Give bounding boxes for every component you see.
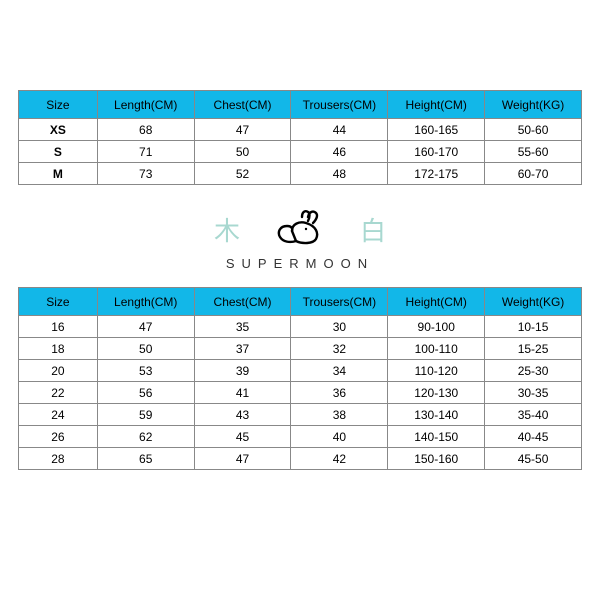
table-row: S715046160-17055-60: [19, 141, 582, 163]
table-cell: 60-70: [485, 163, 582, 185]
table-cell: 47: [97, 316, 194, 338]
table-row: 1647353090-10010-15: [19, 316, 582, 338]
table-cell: 22: [19, 382, 98, 404]
col-header-height: Height(CM): [388, 288, 485, 316]
table-header-row: Size Length(CM) Chest(CM) Trousers(CM) H…: [19, 288, 582, 316]
table-cell: 41: [194, 382, 291, 404]
table-cell: M: [19, 163, 98, 185]
brand-section: 木 白 SUPERMOON: [18, 185, 582, 287]
col-header-length: Length(CM): [97, 91, 194, 119]
rabbit-icon: [272, 209, 328, 250]
table-cell: S: [19, 141, 98, 163]
table-cell: 38: [291, 404, 388, 426]
table-cell: 68: [97, 119, 194, 141]
table-row: XS684744160-16550-60: [19, 119, 582, 141]
table-row: 22564136120-13030-35: [19, 382, 582, 404]
top-spacer: [18, 20, 582, 90]
table-cell: 46: [291, 141, 388, 163]
table-cell: 73: [97, 163, 194, 185]
table-cell: 52: [194, 163, 291, 185]
table-cell: 24: [19, 404, 98, 426]
col-header-chest: Chest(CM): [194, 91, 291, 119]
table-cell: 150-160: [388, 448, 485, 470]
table-cell: 50-60: [485, 119, 582, 141]
table-cell: 44: [291, 119, 388, 141]
table-cell: 140-150: [388, 426, 485, 448]
table-cell: 65: [97, 448, 194, 470]
table-cell: 43: [194, 404, 291, 426]
col-header-weight: Weight(KG): [485, 288, 582, 316]
table-cell: 48: [291, 163, 388, 185]
table-cell: 45: [194, 426, 291, 448]
table-row: 24594338130-14035-40: [19, 404, 582, 426]
col-header-trousers: Trousers(CM): [291, 288, 388, 316]
table-cell: 30-35: [485, 382, 582, 404]
table-cell: 36: [291, 382, 388, 404]
table-cell: 10-15: [485, 316, 582, 338]
table-cell: 25-30: [485, 360, 582, 382]
table-row: 20533934110-12025-30: [19, 360, 582, 382]
table-cell: 50: [97, 338, 194, 360]
table-cell: 62: [97, 426, 194, 448]
table-row: 26624540140-15040-45: [19, 426, 582, 448]
col-header-length: Length(CM): [97, 288, 194, 316]
brand-left-char: 木: [214, 211, 240, 248]
col-header-height: Height(CM): [388, 91, 485, 119]
table-cell: 34: [291, 360, 388, 382]
col-header-trousers: Trousers(CM): [291, 91, 388, 119]
col-header-chest: Chest(CM): [194, 288, 291, 316]
table-cell: 40: [291, 426, 388, 448]
kids-size-table: Size Length(CM) Chest(CM) Trousers(CM) H…: [18, 287, 582, 470]
table-row: 28654742150-16045-50: [19, 448, 582, 470]
brand-right-char: 白: [360, 211, 386, 248]
brand-icons-row: 木 白: [214, 209, 386, 250]
table-cell: 35: [194, 316, 291, 338]
table-cell: 15-25: [485, 338, 582, 360]
table-cell: 56: [97, 382, 194, 404]
table-cell: 47: [194, 119, 291, 141]
col-header-weight: Weight(KG): [485, 91, 582, 119]
table-cell: 26: [19, 426, 98, 448]
table-row: M735248172-17560-70: [19, 163, 582, 185]
table-cell: 35-40: [485, 404, 582, 426]
table-cell: 32: [291, 338, 388, 360]
table-cell: 130-140: [388, 404, 485, 426]
table-header-row: Size Length(CM) Chest(CM) Trousers(CM) H…: [19, 91, 582, 119]
table-cell: 53: [97, 360, 194, 382]
page-wrap: Size Length(CM) Chest(CM) Trousers(CM) H…: [18, 20, 582, 470]
table-cell: 30: [291, 316, 388, 338]
table-cell: 100-110: [388, 338, 485, 360]
table-cell: 47: [194, 448, 291, 470]
table-cell: XS: [19, 119, 98, 141]
table-cell: 160-170: [388, 141, 485, 163]
table-cell: 40-45: [485, 426, 582, 448]
table-cell: 28: [19, 448, 98, 470]
table-cell: 120-130: [388, 382, 485, 404]
adult-size-table: Size Length(CM) Chest(CM) Trousers(CM) H…: [18, 90, 582, 185]
col-header-size: Size: [19, 91, 98, 119]
col-header-size: Size: [19, 288, 98, 316]
table-cell: 160-165: [388, 119, 485, 141]
table-cell: 90-100: [388, 316, 485, 338]
table-cell: 172-175: [388, 163, 485, 185]
table-cell: 45-50: [485, 448, 582, 470]
table-cell: 59: [97, 404, 194, 426]
table-cell: 18: [19, 338, 98, 360]
table-cell: 42: [291, 448, 388, 470]
table-cell: 110-120: [388, 360, 485, 382]
table2-body: 1647353090-10010-1518503732100-11015-252…: [19, 316, 582, 470]
table-cell: 37: [194, 338, 291, 360]
table-cell: 71: [97, 141, 194, 163]
brand-text: SUPERMOON: [226, 256, 374, 271]
table-cell: 20: [19, 360, 98, 382]
table-row: 18503732100-11015-25: [19, 338, 582, 360]
table-cell: 55-60: [485, 141, 582, 163]
table-cell: 16: [19, 316, 98, 338]
table1-body: XS684744160-16550-60S715046160-17055-60M…: [19, 119, 582, 185]
table-cell: 39: [194, 360, 291, 382]
table-cell: 50: [194, 141, 291, 163]
